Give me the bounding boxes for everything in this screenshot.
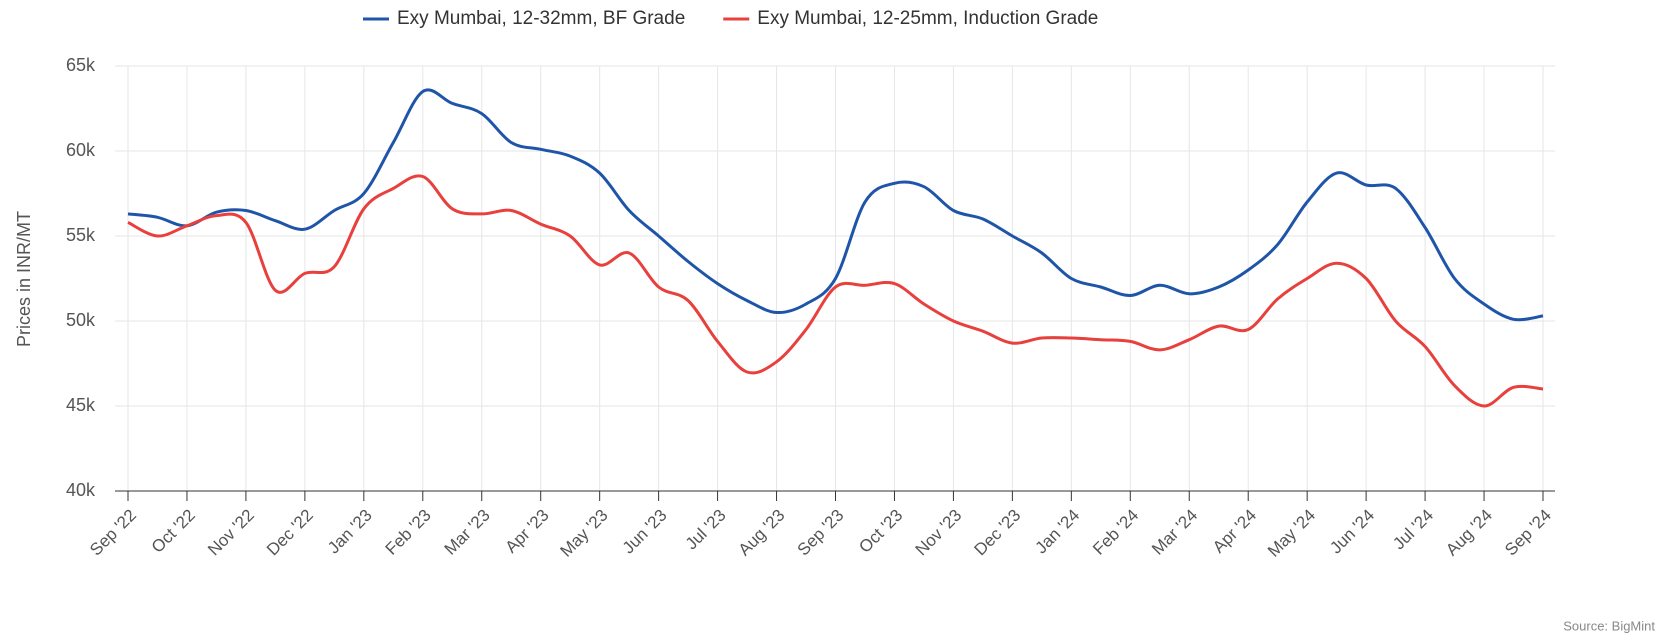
series-line [127, 174, 1544, 408]
x-tick-label: Apr '23 [502, 506, 553, 557]
y-axis-label: Prices in INR/MT [14, 211, 34, 347]
y-tick-label: 40k [66, 480, 96, 500]
y-tick-label: 45k [66, 395, 96, 415]
y-tick-label: 65k [66, 55, 96, 75]
x-tick-label: Jan '23 [324, 506, 376, 558]
x-tick-label: Jul '23 [682, 506, 730, 554]
y-tick-label: 60k [66, 140, 96, 160]
x-tick-label: Nov '23 [912, 506, 966, 560]
x-tick-label: Oct '22 [148, 506, 199, 557]
x-tick-label: Mar '23 [441, 506, 494, 559]
x-tick-label: Jan '24 [1032, 506, 1084, 558]
legend-label: Exy Mumbai, 12-32mm, BF Grade [397, 8, 685, 29]
x-tick-label: Sep '23 [794, 506, 848, 560]
y-tick-label: 50k [66, 310, 96, 330]
source: Source: BigMint [1563, 618, 1655, 633]
x-tick-label: Aug '24 [1442, 506, 1496, 560]
x-tick-label: Jul '24 [1389, 506, 1437, 554]
x-tick-label: Jun '24 [1326, 506, 1378, 558]
x-tick-label: Dec '23 [971, 506, 1025, 560]
x-tick-label: Apr '24 [1209, 506, 1260, 557]
x-tick-label: May '24 [1264, 506, 1319, 561]
x-tick-label: Feb '23 [382, 506, 435, 559]
x-tick-label: May '23 [557, 506, 612, 561]
x-tick-label: Oct '23 [855, 506, 906, 557]
x-tick-label: Feb '24 [1089, 506, 1142, 559]
x-tick-label: Sep '24 [1501, 506, 1555, 560]
legend-label: Exy Mumbai, 12-25mm, Induction Grade [757, 8, 1098, 29]
x-tick-label: Jun '23 [619, 506, 671, 558]
y-tick-label: 55k [66, 225, 96, 245]
x-tick-label: Aug '23 [735, 506, 789, 560]
series-line [127, 88, 1544, 322]
x-tick-label: Dec '22 [263, 506, 317, 560]
x-tick-label: Mar '24 [1148, 506, 1201, 559]
x-tick-label: Sep '22 [86, 506, 140, 560]
x-tick-label: Nov '22 [204, 506, 258, 560]
